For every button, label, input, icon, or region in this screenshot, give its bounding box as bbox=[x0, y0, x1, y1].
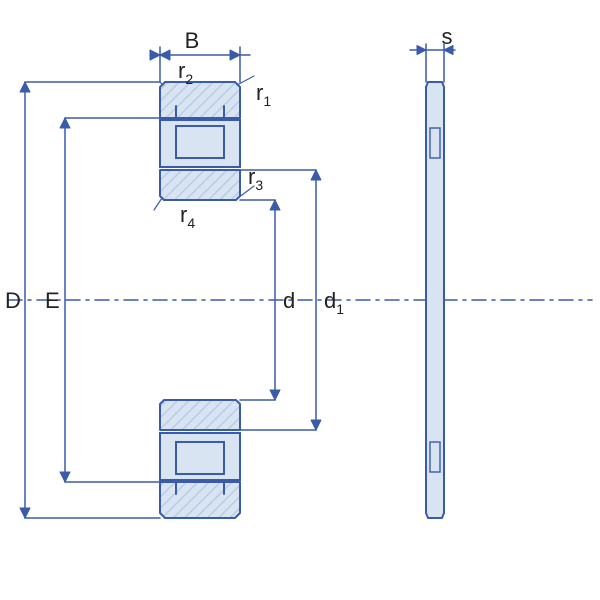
label-dim-D: D bbox=[5, 288, 21, 313]
label-B: B bbox=[185, 28, 200, 53]
label-dim-d1: d1 bbox=[324, 288, 344, 317]
label-r3: r3 bbox=[248, 164, 263, 193]
label-r4: r4 bbox=[180, 202, 195, 231]
label-r1: r1 bbox=[256, 80, 271, 109]
label-dim-E: E bbox=[45, 288, 60, 313]
dim-B: B bbox=[150, 28, 250, 82]
label-dim-d: d bbox=[283, 288, 295, 313]
left-cross-section bbox=[160, 82, 240, 518]
right-side-view bbox=[426, 82, 444, 518]
label-r2: r2 bbox=[178, 58, 193, 87]
label-s: s bbox=[442, 24, 453, 49]
dim-s: s bbox=[410, 24, 455, 82]
